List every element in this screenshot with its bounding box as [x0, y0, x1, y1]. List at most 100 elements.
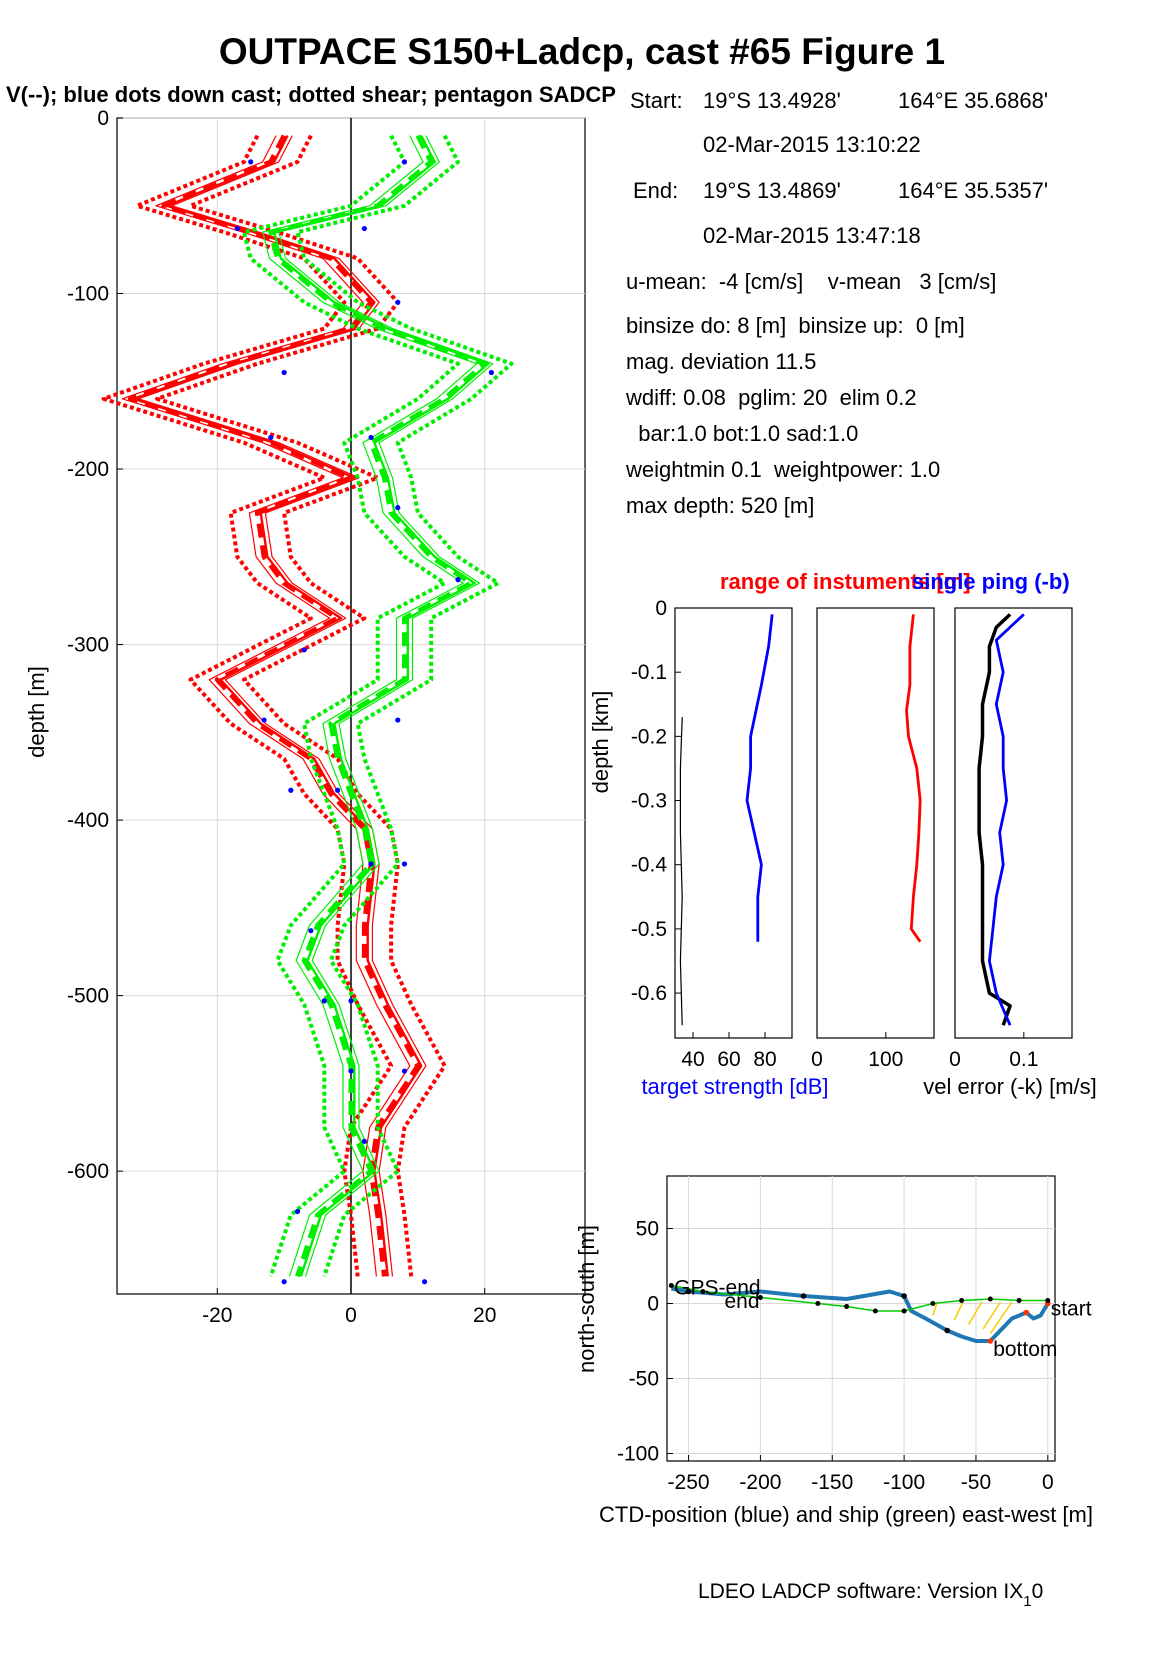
v-velocity-mean-line	[268, 134, 488, 1278]
ship-track-marker	[815, 1301, 821, 1306]
v-velocity-profile-a-line	[262, 135, 478, 1277]
position-plot: -250 -200 -150 -100 -50 0 50 0 -50 -100 GPS-endend…	[617, 1175, 1092, 1494]
velocity-xtick-label-0: -20	[202, 1304, 232, 1327]
end-latitude: 19°S 13.4869'	[703, 178, 841, 203]
err-black-line	[977, 613, 1012, 1026]
ctd-track-marker	[944, 1327, 951, 1334]
position-ytick-label-3: -100	[617, 1443, 659, 1466]
v-velocity-shear-lower-line	[242, 134, 460, 1278]
ship-track-marker	[901, 1308, 907, 1314]
ship-track-marker	[1016, 1298, 1022, 1303]
ts-ytick-label-1: -0.1	[631, 661, 667, 684]
down-cast-dot	[261, 717, 267, 723]
position-ytick-label-1: 0	[647, 1293, 659, 1316]
ship-track-marker	[1045, 1298, 1051, 1303]
ship-track-marker	[987, 1296, 993, 1302]
position-connector	[953, 1301, 964, 1321]
ts-xtick-label-2: 80	[753, 1048, 776, 1071]
weightmin-info: weightmin 0.1 weightpower: 1.0	[625, 457, 940, 482]
err-frame	[954, 607, 1073, 1039]
software-version: LDEO LADCP software: Version IX10	[698, 1580, 1043, 1610]
ctd-track-marker	[685, 1288, 692, 1295]
mag-deviation: mag. deviation 11.5	[626, 349, 816, 374]
down-cast-dot	[268, 434, 274, 441]
down-cast-dot	[301, 647, 307, 653]
ctd-track-marker	[1023, 1309, 1030, 1316]
down-cast-dot	[401, 1068, 408, 1074]
ts-blue-line	[745, 614, 774, 942]
ship-track-marker	[700, 1289, 706, 1294]
ts-ytick-label-6: -0.6	[631, 982, 667, 1005]
position-ylabel: north-south [m]	[574, 1225, 599, 1373]
ship-track-marker	[757, 1295, 763, 1300]
bottom-label: bottom	[993, 1338, 1057, 1361]
down-cast-dot	[395, 505, 401, 511]
velocity-ylabel: depth [m]	[24, 666, 49, 758]
ship-track-marker	[668, 1283, 674, 1288]
ts-ytick-label-0: 0	[655, 597, 667, 620]
end-label: end	[724, 1290, 759, 1313]
cast-info: Start: 19°S 13.4928' 164°E 35.6868' 02-M…	[625, 88, 1048, 518]
figure-title: OUTPACE S150+Ladcp, cast #65 Figure 1	[219, 31, 945, 72]
position-xlabel: CTD-position (blue) and ship (green) eas…	[599, 1502, 1093, 1527]
ts-ytick-label-5: -0.5	[631, 918, 667, 941]
figure-subtitle: V(--); blue dots down cast; dotted shear…	[6, 82, 616, 107]
end-longitude: 164°E 35.5357'	[898, 178, 1048, 203]
down-cast-dot	[321, 998, 327, 1004]
ship-track-marker	[930, 1301, 936, 1306]
position-xtick-label-2: -150	[811, 1471, 853, 1494]
position-connector	[982, 1301, 1002, 1330]
down-cast-dot	[368, 861, 374, 867]
ship-track-marker	[959, 1298, 965, 1303]
ts-xtick-label-0: 40	[681, 1048, 704, 1071]
down-cast-dot	[361, 1138, 367, 1144]
position-xtick-label-1: -200	[739, 1471, 781, 1494]
down-cast-dot	[395, 717, 401, 723]
ctd-track-marker	[987, 1338, 994, 1344]
wdiff-info: wdiff: 0.08 pglim: 20 elim 0.2	[625, 385, 917, 410]
velocity-ytick-label-4: -400	[67, 809, 109, 832]
velocity-ytick-label-2: -200	[67, 458, 109, 481]
position-ytick-label-2: -50	[629, 1368, 659, 1391]
velocity-ytick-label-6: -600	[67, 1160, 109, 1183]
position-ytick-label-0: 50	[636, 1218, 659, 1241]
u-velocity-shear-upper-line	[155, 134, 447, 1277]
binsize-info: binsize do: 8 [m] binsize up: 0 [m]	[626, 313, 965, 338]
down-cast-dot	[288, 787, 294, 793]
gps-end-label: GPS-end	[674, 1277, 760, 1300]
ts-black-line	[679, 717, 683, 1026]
down-cast-dot	[248, 159, 254, 165]
velocity-xtick-label-1: 0	[345, 1304, 357, 1327]
position-connector	[932, 1301, 938, 1316]
single-ping-title: single ping (-b)	[912, 569, 1070, 594]
velocity-xtick-label-2: 20	[473, 1304, 496, 1327]
ts-frame	[674, 607, 793, 1039]
max-depth-info: max depth: 520 [m]	[626, 493, 814, 518]
ctd-track-marker	[901, 1293, 907, 1299]
down-cast-dot	[294, 1208, 301, 1215]
ts-xlabel: target strength [dB]	[641, 1074, 828, 1099]
u-velocity-profile-a-line	[121, 135, 411, 1277]
ts-ytick-label-2: -0.2	[631, 725, 667, 748]
down-cast-dot	[401, 159, 408, 165]
v-velocity-profile-b-line	[278, 135, 494, 1277]
position-connector	[968, 1301, 983, 1325]
down-cast-dot	[234, 225, 240, 232]
mean-velocities: u-mean: -4 [cm/s] v-mean 3 [cm/s]	[626, 269, 996, 294]
down-cast-dot	[361, 225, 367, 232]
range-xtick-label-0: 0	[811, 1048, 823, 1071]
velocity-ytick-label-5: -500	[67, 985, 109, 1008]
u-velocity-profile-c-line	[132, 135, 423, 1277]
ship-track-marker	[844, 1304, 850, 1309]
v-velocity-profile-c-line	[272, 135, 490, 1277]
velocity-ytick-label-0: 0	[97, 107, 109, 130]
range-panel-title: range of instuments [m]	[720, 569, 971, 594]
ts-ylabel: depth [km]	[588, 691, 613, 794]
range-plot: 0 100	[811, 607, 935, 1071]
down-cast-dot	[401, 861, 408, 867]
down-cast-dot	[368, 434, 374, 441]
position-xtick-label-5: 0	[1042, 1471, 1054, 1494]
ship-track-marker	[872, 1308, 878, 1314]
u-velocity-mean-line	[127, 134, 421, 1277]
